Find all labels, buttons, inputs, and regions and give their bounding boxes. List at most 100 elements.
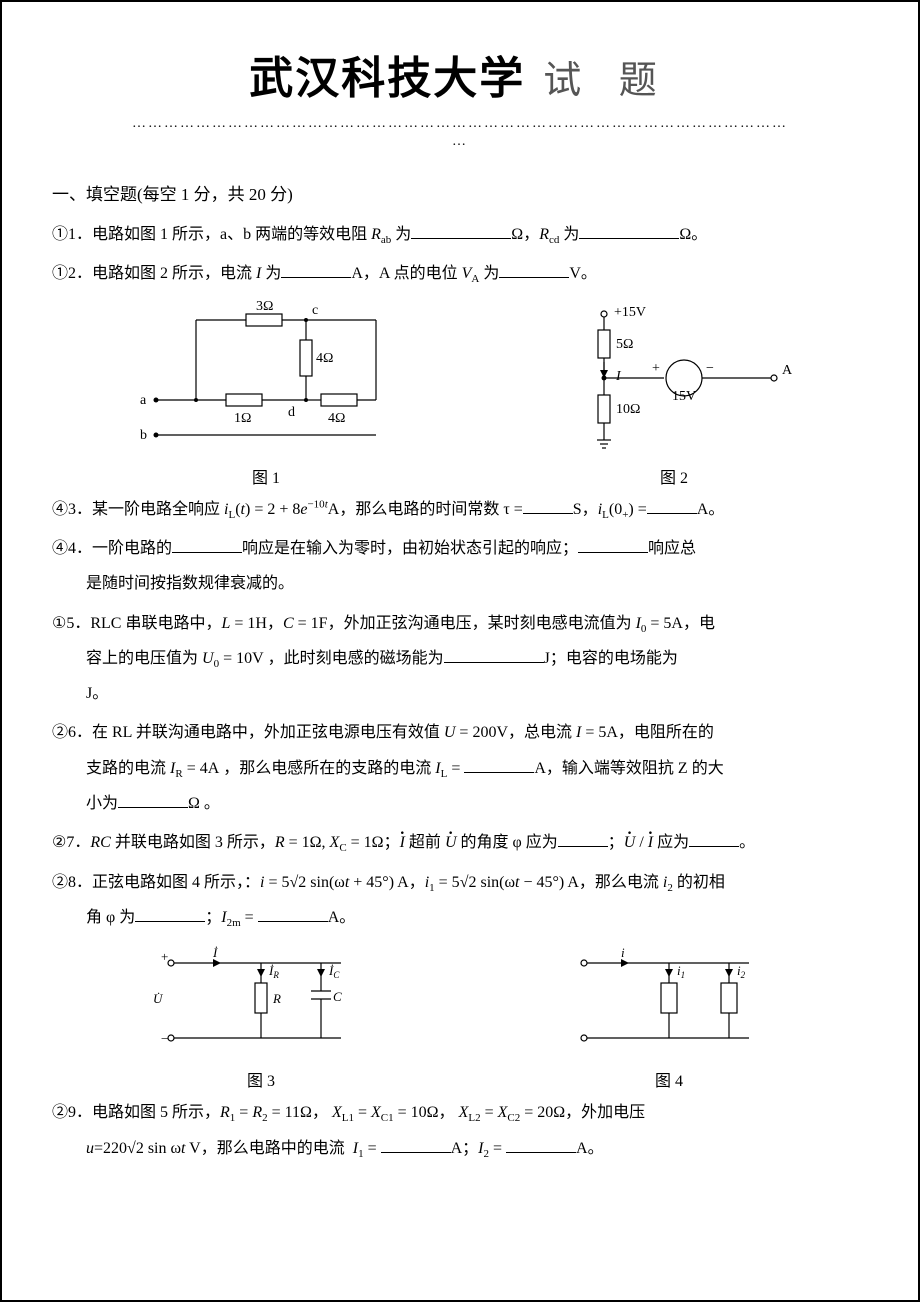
q1-unit2: Ω。 xyxy=(679,226,707,243)
blank xyxy=(258,905,328,922)
blank xyxy=(281,261,351,278)
q2-prefix: ①2．电路如图 2 所示，电流 xyxy=(52,265,256,282)
q9-l2a: =220√2 sin ωt V，那么电路中的电流 xyxy=(94,1140,353,1157)
figure-3-svg: + − U̇ İ İR İC R C xyxy=(141,943,381,1063)
q6-IL: IL = xyxy=(435,760,464,777)
blank xyxy=(411,222,511,239)
q5-l2b: ，此时刻电感的磁场能为 xyxy=(264,650,444,667)
q7-ratio: U / I xyxy=(624,834,653,851)
q4-mid1: 响应是在输入为零时，由初始状态引起的响应； xyxy=(242,540,578,557)
q9-X2: XL2 = XC2 = 20Ω xyxy=(459,1104,566,1121)
q7-mid1: ； xyxy=(384,834,400,851)
blank xyxy=(689,830,739,847)
q8-mid2: 的初相 xyxy=(673,874,725,891)
q6-mid1: ，总电流 xyxy=(508,724,576,741)
question-9: ②9．电路如图 5 所示，R1 = R2 = 11Ω， XL1 = XC1 = … xyxy=(52,1095,868,1166)
q5-C: C = 1F xyxy=(283,615,328,632)
q9-u: u xyxy=(86,1140,94,1157)
q5-U0: U0 = 10V xyxy=(202,650,264,667)
blank xyxy=(464,756,534,773)
blank xyxy=(444,646,544,663)
q8-i2sym: i2 xyxy=(663,874,673,891)
q2-mid2: 为 xyxy=(479,265,499,282)
q2-V: V xyxy=(462,265,472,282)
svg-text:İR: İR xyxy=(268,963,279,980)
svg-text:10Ω: 10Ω xyxy=(616,402,640,417)
question-3: ④3．某一阶电路全响应 iL(t) = 2 + 8e−10tA，那么电路的时间常… xyxy=(52,492,868,527)
q1-mid1: 为 xyxy=(391,226,411,243)
q9-I1: I1 = xyxy=(353,1140,381,1157)
q6-I: I = 5A xyxy=(576,724,618,741)
title-suffix: 试 题 xyxy=(543,60,671,102)
header: 武汉科技大学试 题 xyxy=(52,42,868,106)
blank xyxy=(523,497,573,514)
svg-text:−: − xyxy=(161,1031,168,1046)
figure-1-svg: 3Ω 4Ω 1Ω 4Ω a b c d xyxy=(116,300,416,460)
q7-mid0: 并联电路如图 3 所示， xyxy=(111,834,275,851)
question-8: ②8．正弦电路如图 4 所示，：i = 5√2 sin(ωt + 45°) A，… xyxy=(52,865,868,936)
q9-unit1: A； xyxy=(451,1140,479,1157)
q1-Rab-sym: R xyxy=(371,226,381,243)
q6-prefix: ②6．在 RL 并联沟通电路中，外加正弦电源电压有效值 xyxy=(52,724,444,741)
q9-mid1: ，外加电压 xyxy=(565,1104,645,1121)
q8-sep2: ； xyxy=(205,909,221,926)
fig3-caption: 图 3 xyxy=(141,1067,381,1091)
blank xyxy=(579,222,679,239)
svg-text:U̇: U̇ xyxy=(153,991,164,1006)
q2-unit1: A，A 点的电位 xyxy=(351,265,461,282)
q5-l2a: 容上的电压值为 xyxy=(86,650,202,667)
q6-line2: 支路的电流 IR = 4A ，那么电感所在的支路的电流 IL = A，输入端等效… xyxy=(86,751,868,786)
svg-text:İ: İ xyxy=(212,945,218,960)
svg-text:b: b xyxy=(140,428,147,443)
q9-line2: u=220√2 sin ωt V，那么电路中的电流 I1 = A；I2 = A。 xyxy=(86,1131,868,1166)
divider-dots: …………………………………………………………………………………………………………… xyxy=(52,116,868,132)
q5-L: L = 1H xyxy=(221,615,266,632)
svg-text:+15V: +15V xyxy=(614,305,646,320)
blank xyxy=(578,536,648,553)
q5-line3: J。 xyxy=(86,676,868,711)
q8-i1: i1 = 5√2 sin(ωt − 45°) A xyxy=(425,874,579,891)
q7-Idot: I xyxy=(400,834,405,851)
q6-unit1: A，输入端等效阻抗 Z 的大 xyxy=(534,760,723,777)
q5-sep1: ， xyxy=(267,615,283,632)
question-7: ②7．RC 并联电路如图 3 所示，R = 1Ω, XC = 1Ω；I 超前 U… xyxy=(52,825,868,860)
divider-dots-short: … xyxy=(52,134,868,150)
figure-4-svg: i i1 i2 xyxy=(559,943,779,1063)
q6-IR: IR = 4A xyxy=(170,760,219,777)
svg-text:R: R xyxy=(272,991,281,1006)
q7-mid3: 的角度 φ 应为 xyxy=(457,834,558,851)
q7-Udot: U xyxy=(445,834,457,851)
svg-text:5Ω: 5Ω xyxy=(616,337,633,352)
svg-text:a: a xyxy=(140,393,147,408)
blank xyxy=(172,536,242,553)
q9-sep1: ， xyxy=(312,1104,328,1121)
svg-text:i2: i2 xyxy=(737,963,746,980)
question-5: ①5．RLC 串联电路中，L = 1H，C = 1F，外加正弦沟通电压，某时刻电… xyxy=(52,606,868,712)
blank xyxy=(135,905,205,922)
question-2: ①2．电路如图 2 所示，电流 I 为A，A 点的电位 VA 为V。 xyxy=(52,256,868,291)
q7-end: 。 xyxy=(739,834,755,851)
exam-page: 武汉科技大学试 题 ………………………………………………………………………………… xyxy=(0,0,920,1302)
figure-3: + − U̇ İ İR İC R C 图 3 xyxy=(141,943,381,1091)
q8-unit: A。 xyxy=(328,909,356,926)
q2-mid1: 为 xyxy=(261,265,281,282)
q1-Rab-sub: ab xyxy=(381,234,391,246)
blank xyxy=(558,830,608,847)
q9-R: R1 = R2 = 11Ω xyxy=(220,1104,312,1121)
q8-I2m: I2m = xyxy=(221,909,257,926)
figure-2: +15V 5Ω I + − 15V 10Ω A 图 2 xyxy=(544,300,804,488)
q7-sep: ； xyxy=(608,834,624,851)
q3-unit2: A。 xyxy=(697,501,725,518)
figures-row-2: + − U̇ İ İR İC R C 图 3 xyxy=(52,943,868,1091)
q6-mid2: ，电阻所在的 xyxy=(618,724,714,741)
q9-I2: I2 = xyxy=(478,1140,506,1157)
q3-prefix: ④3．某一阶电路全响应 xyxy=(52,501,224,518)
q6-l2a: 支路的电流 xyxy=(86,760,170,777)
q3-il0: iL(0+) = xyxy=(598,501,647,518)
q3-eq: iL(t) = 2 + 8e−10tA xyxy=(224,501,339,518)
question-6: ②6．在 RL 并联沟通电路中，外加正弦电源电压有效值 U = 200V，总电流… xyxy=(52,715,868,821)
q1-prefix: ①1．电路如图 1 所示，a、b 两端的等效电阻 xyxy=(52,226,371,243)
q7-mid4: 应为 xyxy=(653,834,689,851)
svg-text:1Ω: 1Ω xyxy=(234,411,251,426)
figure-1: 3Ω 4Ω 1Ω 4Ω a b c d 图 1 xyxy=(116,300,416,488)
